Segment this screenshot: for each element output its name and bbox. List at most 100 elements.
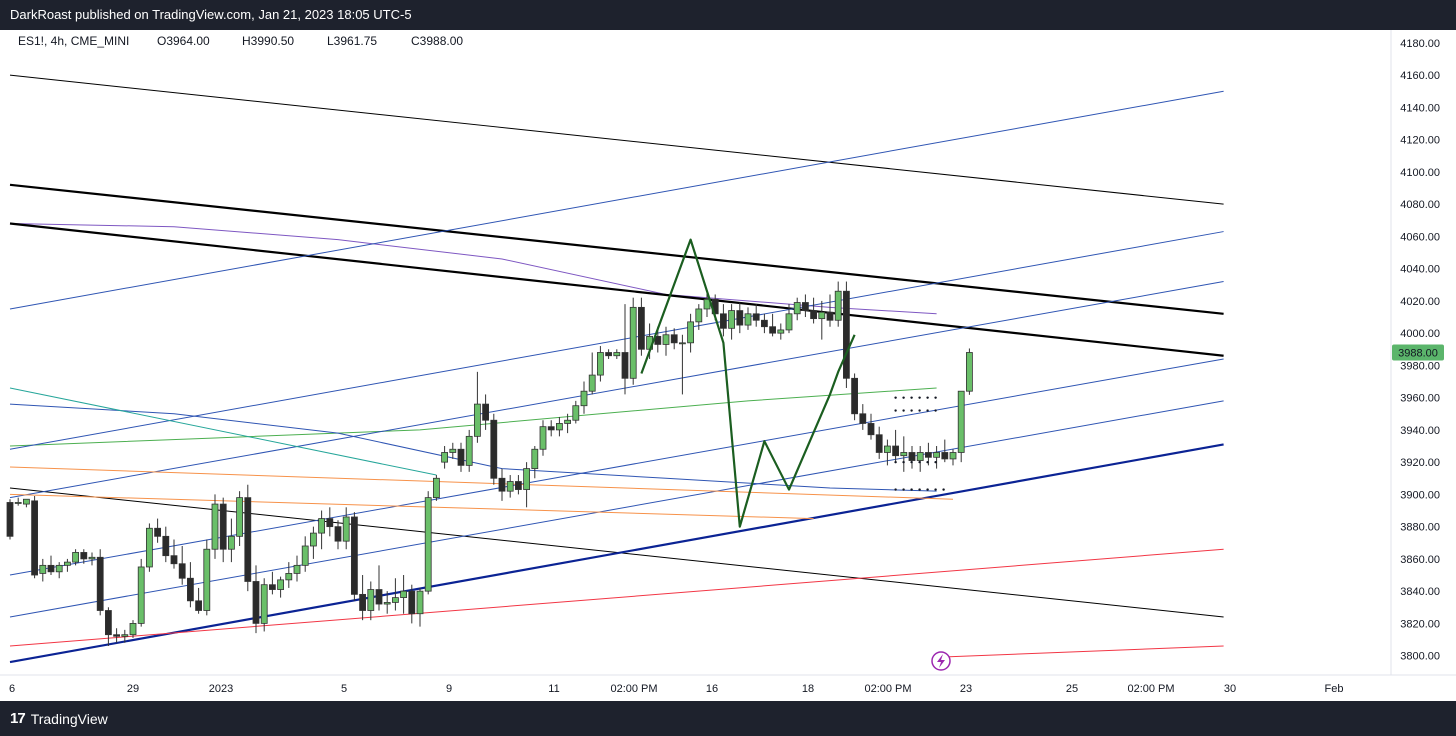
candle — [884, 439, 891, 466]
candle-body-up — [506, 481, 514, 492]
candle-body-down — [219, 503, 227, 550]
dot-marker — [910, 396, 913, 399]
candle — [564, 413, 571, 434]
candle-body-up — [572, 405, 580, 421]
candle-body-down — [867, 423, 875, 436]
candle-body-up — [629, 306, 637, 379]
candle-body-down — [482, 403, 490, 421]
candle — [826, 294, 834, 327]
candle-body-down — [170, 555, 178, 565]
blue-trendline[interactable] — [9, 281, 1224, 499]
candle-body-down — [638, 306, 645, 350]
ohlc-legend: ES1!, 4h, CME_MINI O3964.00 H3990.50 L39… — [18, 34, 463, 48]
candle — [498, 468, 506, 501]
candle-body-up — [884, 445, 891, 453]
candle — [408, 584, 416, 624]
candle-body-up — [449, 448, 457, 453]
candlestick-chart[interactable]: 3800.00 3820.00 3840.00 3860.00 3880.00 3900.… — [0, 30, 1456, 701]
candle — [14, 497, 22, 506]
price-tick-label: 3860.00 — [1400, 554, 1440, 566]
candle — [900, 436, 908, 472]
candle — [482, 394, 490, 430]
black-trendline[interactable] — [9, 74, 1224, 205]
candle — [580, 381, 588, 414]
red-trendline[interactable] — [936, 645, 1224, 658]
black-trendline[interactable] — [9, 183, 1224, 315]
price-tick-label: 3820.00 — [1400, 618, 1440, 630]
dot-marker — [918, 460, 921, 464]
close-value: C3988.00 — [411, 34, 463, 48]
time-tick-label: 2023 — [209, 683, 233, 695]
candle — [301, 536, 309, 572]
last-price-value: 3988.00 — [1398, 348, 1438, 360]
candle — [761, 313, 768, 334]
blue-trendline[interactable] — [9, 358, 1224, 576]
navy-trendline[interactable] — [9, 443, 1224, 664]
teal-trendline[interactable] — [9, 387, 437, 476]
lightning-icon[interactable] — [931, 651, 951, 671]
candle — [843, 281, 850, 388]
price-tick-label: 3840.00 — [1400, 586, 1440, 598]
candle — [916, 446, 924, 472]
candle-body-up — [744, 313, 752, 326]
pattern-drawing — [640, 238, 856, 528]
candle — [449, 442, 457, 459]
zigzag-pattern-line[interactable] — [640, 238, 856, 528]
dot-marker — [926, 409, 929, 412]
candle-body-down — [154, 527, 162, 537]
candle-body-down — [605, 352, 612, 357]
candle-body-down — [908, 452, 916, 461]
published-caption: DarkRoast published on TradingView.com, … — [10, 7, 412, 22]
blue-trendline[interactable] — [9, 90, 1224, 310]
red-trendline[interactable] — [9, 548, 1224, 647]
candle-body-up — [556, 423, 563, 431]
time-tick-label: 02:00 PM — [1127, 683, 1174, 695]
orange-trendline[interactable] — [9, 466, 954, 500]
price-tick-label: 3920.00 — [1400, 457, 1440, 469]
candle-body-down — [736, 310, 744, 326]
blue-trendline[interactable] — [9, 400, 1224, 618]
candle-body-up — [55, 564, 63, 573]
candle-body-down — [752, 313, 760, 321]
dot-marker — [894, 460, 897, 464]
candle-body-up — [64, 561, 71, 566]
orange-trendline[interactable] — [9, 493, 814, 520]
candle-body-down — [408, 590, 416, 615]
time-tick-label: 5 — [341, 683, 347, 695]
blue-trendline[interactable] — [9, 231, 1224, 450]
candle — [22, 498, 30, 508]
candle — [818, 300, 826, 340]
candle — [39, 558, 47, 582]
candle — [64, 558, 71, 572]
tradingview-logo[interactable]: 17 TradingView — [10, 710, 108, 727]
candle-body-up — [203, 548, 211, 611]
candle — [515, 475, 522, 495]
dot-marker — [894, 488, 897, 491]
candle — [227, 518, 235, 563]
candle-body-down — [925, 452, 932, 458]
candle — [556, 417, 563, 437]
price-tick-label: 3980.00 — [1400, 360, 1440, 372]
candle — [432, 475, 440, 501]
candle-body-down — [761, 319, 768, 328]
candle — [96, 549, 104, 616]
time-tick-label: 9 — [446, 683, 452, 695]
candle — [588, 352, 596, 395]
candle — [638, 297, 645, 356]
candle — [834, 281, 842, 327]
dot-marker — [918, 488, 921, 491]
black-trendline[interactable] — [9, 222, 1224, 357]
candle-body-up — [916, 452, 924, 461]
candle-body-down — [96, 556, 104, 611]
dot-marker — [934, 460, 937, 464]
candle-body-up — [260, 584, 268, 624]
candle — [892, 429, 899, 463]
dot-marker — [902, 460, 905, 464]
tradingview-logo-icon: 17 — [10, 710, 26, 727]
candle — [391, 578, 399, 611]
symbol-label: ES1!, 4h, CME_MINI — [18, 34, 129, 48]
candle-body-up — [580, 390, 588, 407]
candle-body-down — [244, 497, 252, 582]
candle — [720, 304, 727, 337]
candle — [752, 304, 760, 327]
